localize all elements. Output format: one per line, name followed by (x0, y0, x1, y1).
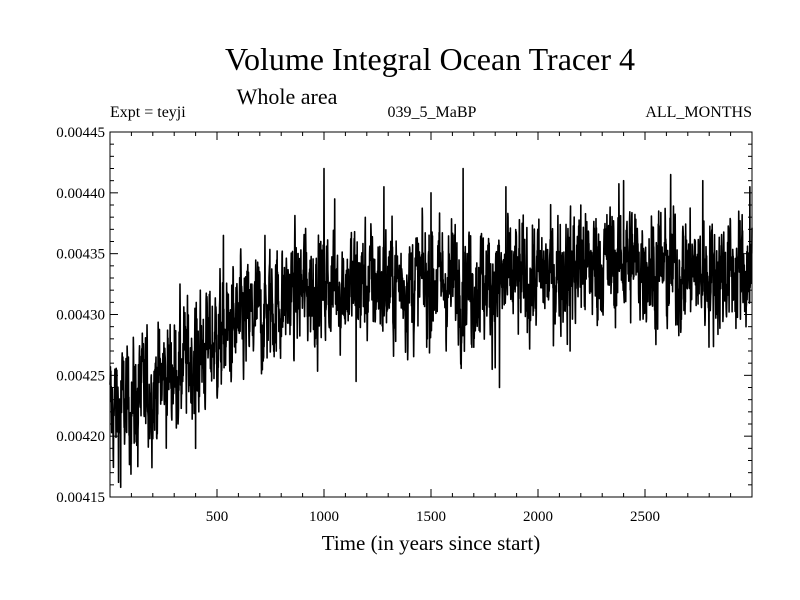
chart-title: Volume Integral Ocean Tracer 4 (225, 41, 635, 77)
x-tick-label: 2000 (523, 509, 553, 525)
y-tick-label: 0.00440 (56, 186, 105, 202)
y-tick-label: 0.00415 (56, 490, 105, 506)
x-tick-label: 1000 (309, 509, 339, 525)
y-tick-label: 0.00420 (56, 429, 105, 445)
y-tick-label: 0.00445 (56, 125, 105, 141)
period-label: ALL_MONTHS (645, 104, 752, 121)
run-label: 039_5_MaBP (388, 104, 477, 121)
expt-label: Expt = teyji (110, 104, 186, 121)
series-line-tracer-4 (109, 167, 753, 489)
x-tick-label: 2500 (630, 509, 660, 525)
x-axis-label: Time (in years since start) (322, 531, 541, 555)
plot-area (109, 167, 753, 489)
y-tick-label: 0.00435 (56, 247, 105, 263)
axis-ticks: 500 1000 1500 2000 2500 0.00415 0.00420 0.00425… (56, 125, 752, 525)
chart-subtitle: Whole area (237, 84, 338, 109)
x-tick-label: 500 (206, 509, 229, 525)
y-tick-label: 0.00430 (56, 308, 105, 324)
x-tick-label: 1500 (416, 509, 446, 525)
y-tick-label: 0.00425 (56, 368, 105, 384)
